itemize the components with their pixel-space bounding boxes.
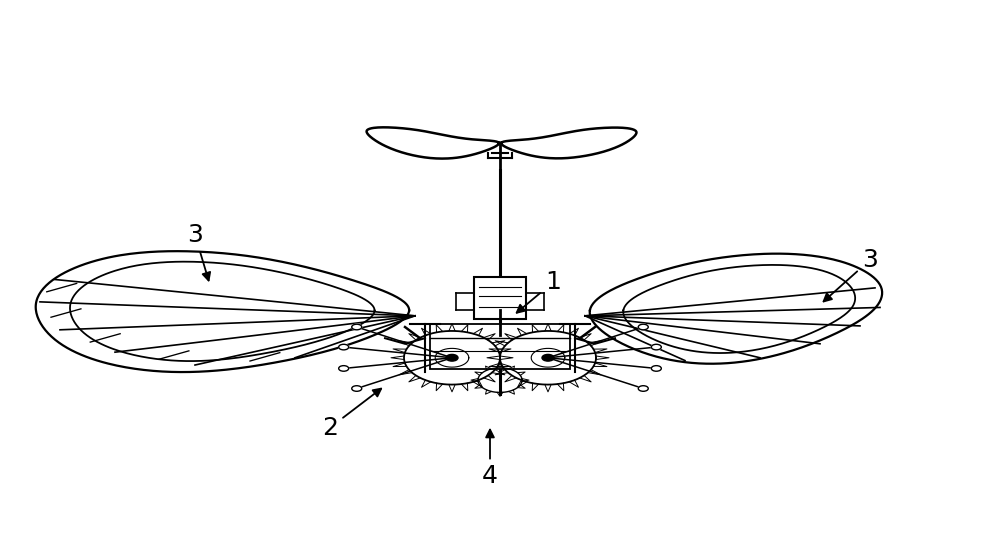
Circle shape <box>542 354 554 361</box>
Circle shape <box>446 354 458 361</box>
Circle shape <box>352 324 362 330</box>
Text: 4: 4 <box>482 430 498 488</box>
Circle shape <box>352 386 362 391</box>
Text: 3: 3 <box>187 223 210 281</box>
FancyBboxPatch shape <box>474 277 526 319</box>
Circle shape <box>638 324 648 330</box>
Text: 1: 1 <box>517 271 561 312</box>
Polygon shape <box>501 127 636 158</box>
Circle shape <box>339 366 349 371</box>
Text: 3: 3 <box>824 248 878 301</box>
Circle shape <box>651 366 661 371</box>
Text: 2: 2 <box>322 389 381 439</box>
Polygon shape <box>367 127 499 159</box>
Bar <box>430 324 570 369</box>
Circle shape <box>339 344 349 350</box>
Circle shape <box>638 386 648 391</box>
Circle shape <box>651 344 661 350</box>
